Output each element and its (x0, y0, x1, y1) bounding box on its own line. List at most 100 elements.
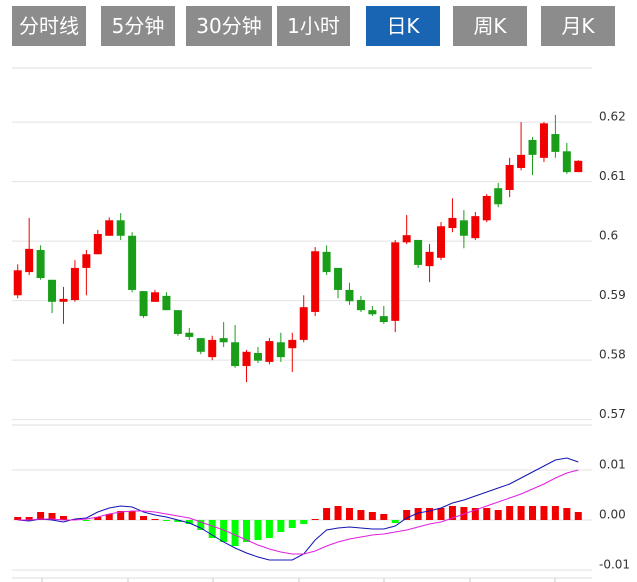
macd-bar (59, 516, 67, 520)
candle-body (299, 307, 308, 340)
macd-bar (265, 520, 273, 538)
candle-body (402, 235, 411, 243)
candle-body (459, 220, 468, 236)
candle-body (471, 216, 480, 239)
macd-bar (288, 520, 296, 528)
period-tab[interactable]: 分时线 (12, 6, 86, 46)
macd-bar (185, 520, 193, 524)
candle-body (379, 316, 388, 323)
macd-bar (117, 511, 125, 520)
candle-body (116, 220, 125, 236)
macd-bar (380, 514, 388, 520)
period-tab[interactable]: 周K (453, 6, 527, 46)
macd-bar (403, 510, 411, 520)
macd-bar (334, 506, 342, 520)
macd-bar (494, 510, 502, 520)
candle-body (368, 310, 377, 315)
y-tick-label: 0.01 (599, 458, 626, 472)
candle-body (288, 339, 297, 349)
y-tick-label: 0.6 (599, 229, 618, 243)
candle-body (448, 217, 457, 229)
macd-bar (220, 520, 228, 542)
macd-bar (243, 520, 251, 542)
macd-bar (391, 520, 399, 523)
macd-bar (94, 517, 102, 520)
candle-body (59, 298, 68, 302)
candle-body (425, 251, 434, 267)
macd-bar (437, 508, 445, 520)
candle-body (482, 195, 491, 221)
candle-body (505, 164, 514, 190)
candle-body (13, 270, 22, 296)
candle-body (528, 139, 537, 155)
macd-bar (357, 510, 365, 520)
period-tab[interactable]: 5分钟 (101, 6, 175, 46)
candle-body (219, 338, 228, 343)
y-tick-label: 0.59 (599, 288, 626, 302)
macd-bar (551, 506, 559, 520)
candle-body (105, 220, 114, 236)
x-axis-marks (41, 578, 556, 582)
candle-body (162, 295, 171, 311)
macd-bar (37, 512, 45, 520)
candle-body (265, 341, 274, 362)
macd-bar (529, 506, 537, 520)
macd-bar (208, 520, 216, 538)
macd-bar (345, 508, 353, 520)
macd-bar (254, 520, 262, 540)
macd-bar (82, 520, 90, 521)
macd-bar (323, 508, 331, 520)
candle-body (539, 123, 548, 158)
macd-bar (277, 520, 285, 532)
period-tab[interactable]: 1小时 (277, 6, 350, 46)
period-tab[interactable]: 月K (541, 6, 615, 46)
candle-body (437, 226, 445, 258)
candle-body (276, 342, 285, 358)
macd-bar (563, 508, 571, 520)
y-tick-label: 0.61 (599, 169, 626, 183)
macd-bar (574, 512, 582, 520)
period-tab[interactable]: 30分钟 (186, 6, 272, 46)
candle-body (185, 332, 194, 337)
macd-bar (197, 520, 205, 530)
macd-bar (48, 513, 56, 520)
candle-body (345, 289, 354, 302)
macd-bar (483, 508, 491, 520)
y-tick-label: 0.57 (599, 407, 626, 421)
candle-body (151, 292, 159, 302)
candle-body (25, 248, 34, 273)
y-tick-label: 0.58 (599, 348, 626, 362)
candle-body (82, 254, 91, 268)
macd-bar (426, 508, 434, 520)
candle-body (128, 235, 137, 290)
macd-bar (368, 512, 376, 520)
macd-bar (448, 506, 456, 520)
macd-bar (471, 508, 479, 520)
period-tab[interactable]: 日K (366, 6, 440, 46)
macd-bar (414, 508, 422, 520)
candle-body (356, 300, 365, 311)
candle-body (48, 279, 57, 302)
candle-body (551, 134, 560, 152)
candle-body (322, 251, 331, 273)
candle-body (93, 233, 102, 255)
macd-bar (105, 514, 113, 520)
candle-body (311, 251, 320, 312)
macd-bar (25, 517, 33, 520)
macd-bar (174, 520, 182, 522)
candle-body (208, 339, 217, 358)
candle-body (414, 239, 423, 265)
y-tick-label: 0.00 (599, 508, 626, 522)
macd-line (17, 457, 579, 561)
candle-body (196, 338, 205, 352)
candle-body (391, 242, 400, 321)
candle-body (517, 154, 526, 168)
candle-body (253, 352, 262, 361)
macd-bar (540, 506, 548, 520)
candle-body (139, 291, 148, 317)
candle-body (36, 250, 45, 279)
macd-bar (162, 520, 170, 521)
macd-bar (311, 519, 319, 520)
candle-body (231, 342, 240, 367)
